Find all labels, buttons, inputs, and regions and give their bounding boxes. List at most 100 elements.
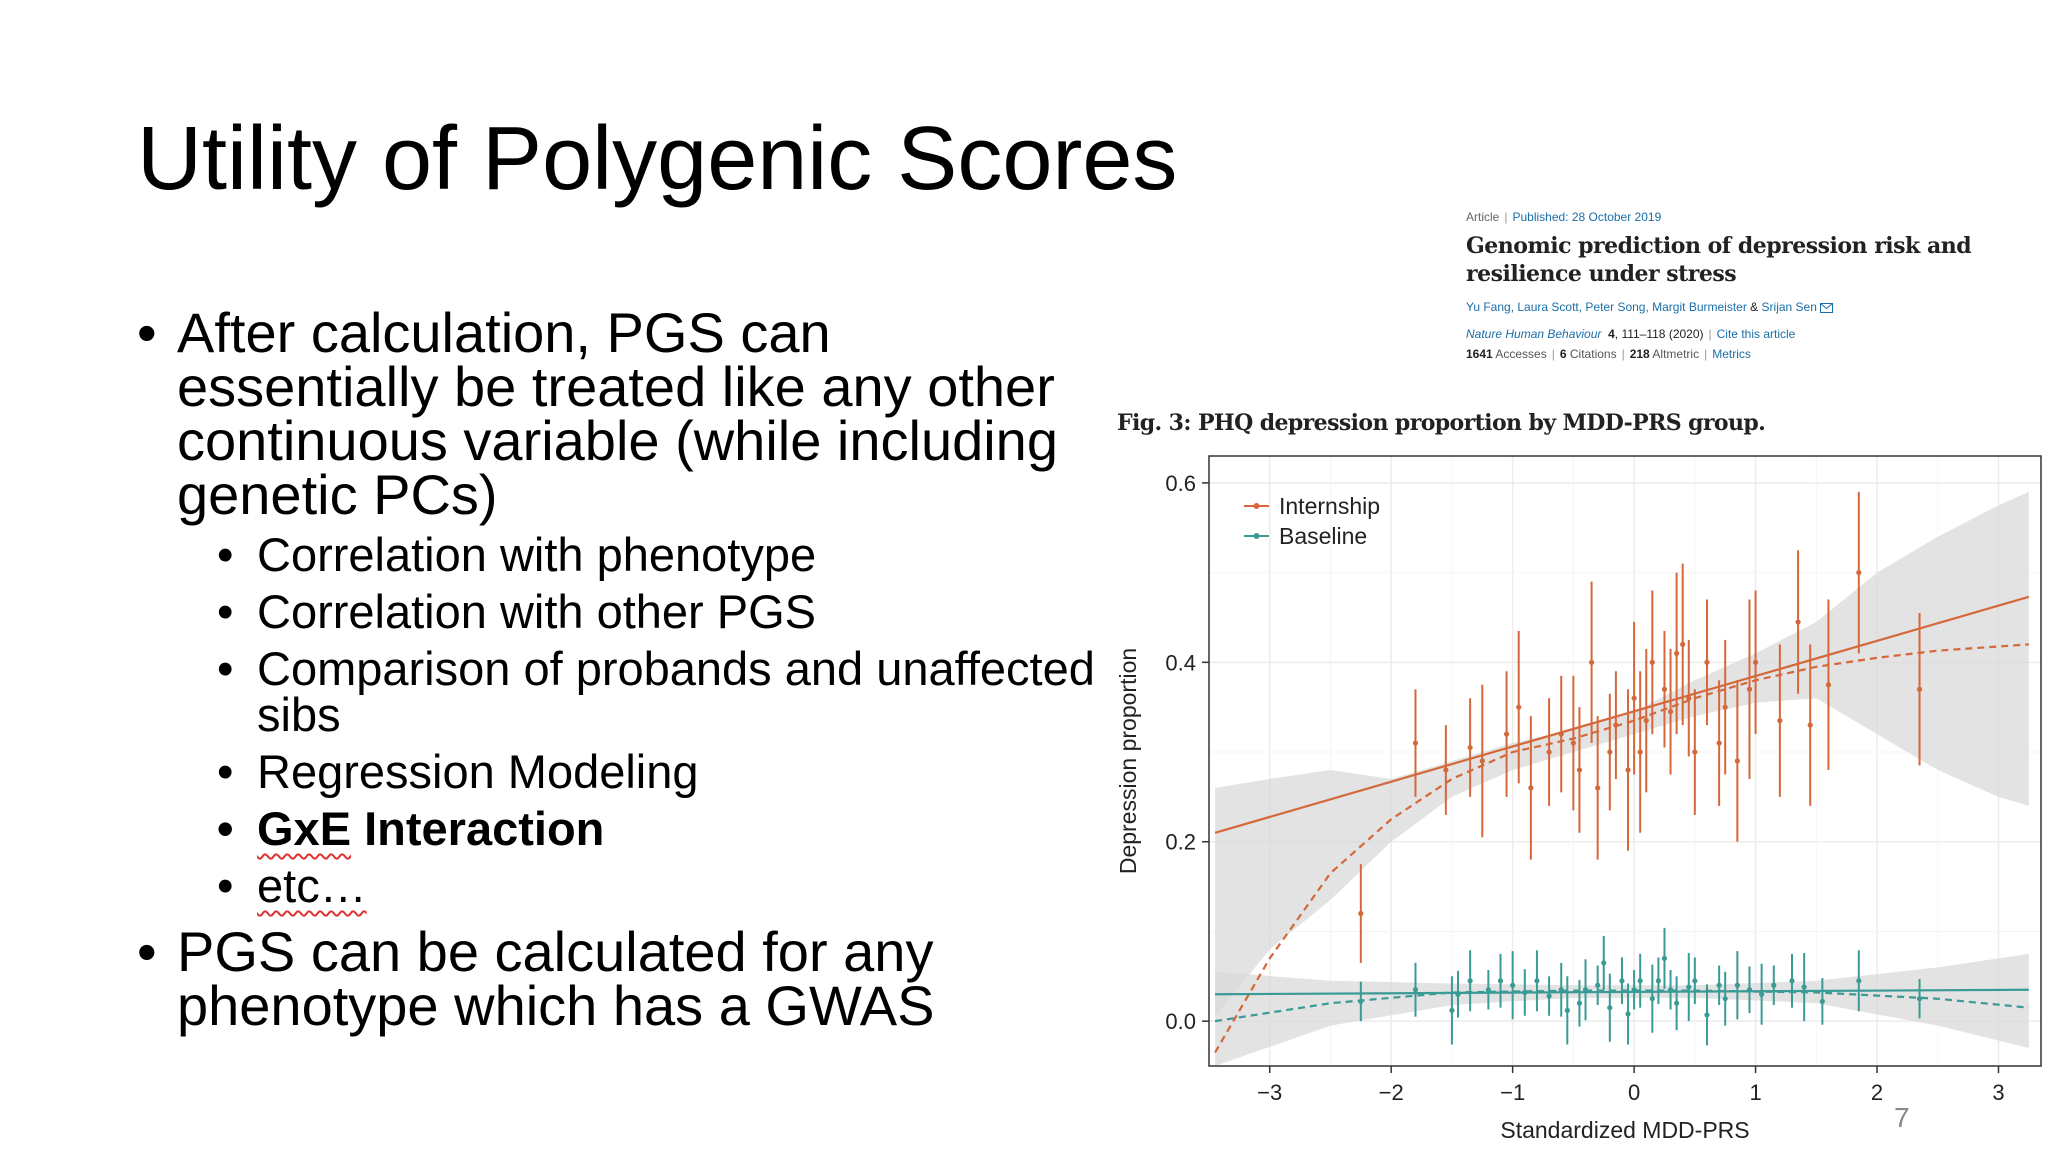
baseline-point [1576, 1000, 1583, 1006]
baseline-point [1704, 1012, 1710, 1018]
internship-point [1807, 722, 1813, 728]
bullet-pgs-treatment: After calculation, PGS can essentially b… [137, 305, 1097, 523]
baseline-point [1637, 978, 1643, 984]
sub-bullet-list: Correlation with phenotype Correlation w… [217, 531, 1097, 912]
journal-name[interactable]: Nature Human Behaviour [1466, 327, 1602, 341]
internship-point [1916, 686, 1923, 692]
internship-point [1358, 910, 1364, 917]
altmetric-label: Altmetric [1652, 347, 1700, 361]
baseline-point [1412, 987, 1419, 993]
legend-marker [1253, 503, 1260, 509]
x-tick-label: −2 [1379, 1080, 1404, 1105]
internship-point [1570, 740, 1576, 746]
legend-marker [1253, 533, 1260, 539]
cite-link[interactable]: Cite this article [1716, 327, 1796, 341]
citations-label: Citations [1569, 347, 1617, 361]
internship-point [1443, 767, 1449, 773]
x-axis-label: Standardized MDD-PRS [1500, 1117, 1749, 1143]
plot-layer [1214, 491, 2030, 1066]
internship-point [1467, 744, 1473, 751]
x-tick-label: 3 [1992, 1080, 2004, 1105]
altmetric-count: 218 [1629, 347, 1650, 361]
internship-point [1856, 570, 1862, 576]
gxe-rest: Interaction [351, 802, 605, 855]
author-link[interactable]: Laura Scott [1517, 300, 1579, 314]
baseline-smooth-fit [1214, 989, 2029, 1023]
baseline-point [1595, 982, 1601, 988]
baseline-point [1759, 991, 1765, 997]
author-list: Yu Fang, Laura Scott, Peter Song, Margit… [1466, 300, 2066, 314]
baseline-point [1625, 1011, 1631, 1017]
internship-point [1704, 659, 1710, 665]
author-link[interactable]: Srijan Sen [1761, 300, 1817, 314]
internship-point [1595, 785, 1601, 791]
baseline-point [1801, 984, 1807, 990]
baseline-point [1497, 978, 1504, 984]
x-tick-label: 0 [1628, 1080, 1640, 1105]
metrics-link[interactable]: Metrics [1712, 347, 1751, 361]
internship-linear-fit [1214, 595, 2030, 834]
baseline-confidence-band [1215, 953, 2029, 1066]
sub-bullet-regression: Regression Modeling [217, 748, 1097, 795]
internship-point [1661, 686, 1668, 692]
internship-point [1795, 619, 1801, 625]
baseline-point [1655, 978, 1662, 984]
internship-point [1734, 758, 1740, 764]
internship-point [1722, 704, 1728, 710]
y-tick-label: 0.0 [1165, 1009, 1196, 1034]
y-tick-label: 0.6 [1165, 471, 1196, 496]
author-link[interactable]: Yu Fang [1466, 300, 1511, 314]
published-date: Published: 28 October 2019 [1512, 210, 1662, 224]
baseline-point [1771, 982, 1777, 988]
x-tick-label: −3 [1257, 1080, 1282, 1105]
envelope-icon[interactable] [1820, 302, 1834, 313]
baseline-point [1734, 982, 1740, 988]
x-tick-label: −1 [1500, 1080, 1525, 1105]
slide-title: Utility of Polygenic Scores [137, 109, 1178, 209]
baseline-point [1649, 996, 1655, 1002]
internship-point [1825, 682, 1832, 688]
etc-text: etc… [257, 859, 367, 912]
internship-point [1576, 767, 1583, 773]
author-link[interactable]: Margit Burmeister [1652, 300, 1747, 314]
internship-point [1643, 718, 1649, 724]
y-tick-label: 0.2 [1165, 830, 1196, 855]
baseline-point [1601, 960, 1607, 966]
internship-point [1588, 659, 1595, 665]
author-ampersand: & [1750, 300, 1759, 314]
x-tick-label: 1 [1749, 1080, 1761, 1105]
figure-caption: Fig. 3: PHQ depression proportion by MDD… [1117, 410, 1766, 436]
internship-point [1777, 718, 1783, 724]
baseline-point [1510, 982, 1516, 988]
baseline-point [1467, 978, 1473, 984]
chart-legend: Internship Baseline [1244, 493, 1380, 549]
internship-point [1412, 740, 1419, 746]
depression-chart: −3 −2 −1 0 1 2 3 0.0 0.2 0.4 0.6 Standardized MDD-P… [1115, 455, 2042, 1143]
article-meta: Article | Published: 28 October 2019 [1466, 210, 1662, 224]
baseline-point [1686, 984, 1692, 990]
baseline-point [1619, 978, 1625, 984]
journal-pages: 111–118 (2020) [1621, 327, 1704, 341]
slide-number: 7 [1894, 1102, 1910, 1133]
x-tick-label: 2 [1871, 1080, 1883, 1105]
y-tick-label: 0.4 [1165, 650, 1196, 675]
baseline-point [1661, 955, 1668, 961]
journal-line: Nature Human Behaviour 4, 111–118 (2020)… [1466, 327, 1796, 341]
gxe-word: GxE [257, 802, 352, 855]
baseline-point [1716, 982, 1722, 988]
internship-point [1637, 749, 1643, 755]
article-title[interactable]: Genomic prediction of depression risk an… [1466, 233, 1972, 287]
article-header: Article | Published: 28 October 2019 Genom… [1466, 210, 2066, 361]
internship-point [1674, 650, 1680, 656]
baseline-point [1916, 996, 1923, 1002]
internship-point [1631, 695, 1637, 701]
legend-label: Baseline [1279, 523, 1367, 549]
accesses-count: 1641 [1466, 347, 1493, 361]
sub-bullet-gxe: GxE Interaction [217, 805, 1097, 852]
baseline-point [1722, 996, 1728, 1002]
article-stats: 1641 Accesses | 6 Citations | 218 Altmetric |… [1466, 347, 1751, 361]
author-link[interactable]: Peter Song [1585, 300, 1646, 314]
citations-count: 6 [1559, 347, 1567, 361]
sub-bullet-correlation-phenotype: Correlation with phenotype [217, 531, 1097, 578]
internship-point [1516, 704, 1522, 710]
